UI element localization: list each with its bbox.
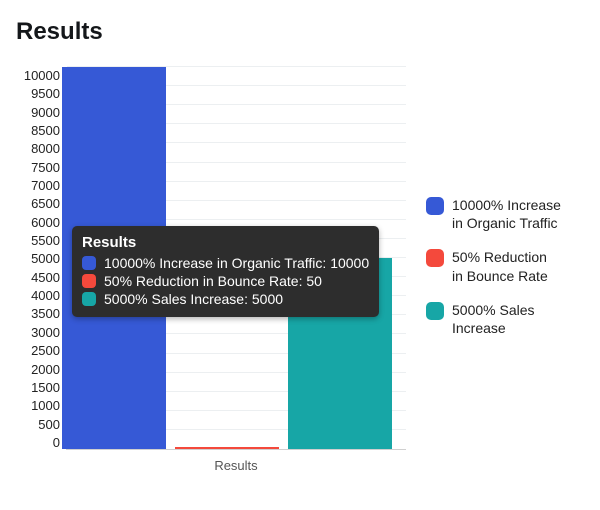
legend-label: 50% Reduction in Bounce Rate	[452, 248, 561, 284]
y-tick-label: 2500	[31, 343, 60, 358]
tooltip-swatch	[82, 274, 96, 288]
legend-swatch	[426, 302, 444, 320]
y-tick-label: 6000	[31, 215, 60, 230]
y-tick-label: 7000	[31, 178, 60, 193]
y-tick-label: 3000	[31, 325, 60, 340]
y-tick-label: 3500	[31, 306, 60, 321]
y-tick-label: 1000	[31, 398, 60, 413]
legend-item-2[interactable]: 5000% Sales Increase	[426, 301, 561, 337]
tooltip-row-0: 10000% Increase in Organic Traffic: 1000…	[82, 255, 369, 271]
y-tick-label: 2000	[31, 362, 60, 377]
tooltip-text: 50% Reduction in Bounce Rate: 50	[104, 273, 322, 289]
y-tick-label: 5500	[31, 233, 60, 248]
y-tick-label: 4500	[31, 270, 60, 285]
tooltip-row-2: 5000% Sales Increase: 5000	[82, 291, 369, 307]
y-tick-label: 5000	[31, 251, 60, 266]
x-axis-label: Results	[66, 458, 406, 473]
tooltip-row-1: 50% Reduction in Bounce Rate: 50	[82, 273, 369, 289]
y-axis: 1000095009000850080007500700065006000550…	[16, 68, 66, 450]
y-tick-label: 10000	[24, 68, 60, 83]
y-tick-label: 8500	[31, 123, 60, 138]
y-tick-label: 500	[38, 417, 60, 432]
tooltip-swatch	[82, 256, 96, 270]
bar-1[interactable]	[175, 447, 279, 449]
legend-swatch	[426, 197, 444, 215]
y-tick-label: 9000	[31, 105, 60, 120]
y-tick-label: 0	[53, 435, 60, 450]
tooltip-swatch	[82, 292, 96, 306]
legend-label: 10000% Increase in Organic Traffic	[452, 196, 561, 232]
legend-label: 5000% Sales Increase	[452, 301, 561, 337]
y-tick-label: 1500	[31, 380, 60, 395]
legend-item-1[interactable]: 50% Reduction in Bounce Rate	[426, 248, 561, 284]
y-tick-label: 7500	[31, 160, 60, 175]
y-tick-label: 9500	[31, 86, 60, 101]
y-tick-label: 8000	[31, 141, 60, 156]
chart-legend: 10000% Increase in Organic Traffic 50% Re…	[426, 68, 561, 337]
y-tick-label: 4000	[31, 288, 60, 303]
tooltip-text: 5000% Sales Increase: 5000	[104, 291, 283, 307]
tooltip-text: 10000% Increase in Organic Traffic: 1000…	[104, 255, 369, 271]
tooltip-title: Results	[82, 234, 369, 251]
chart-tooltip: Results 10000% Increase in Organic Traff…	[72, 226, 379, 317]
results-bar-chart: 1000095009000850080007500700065006000550…	[16, 68, 584, 450]
legend-swatch	[426, 249, 444, 267]
y-tick-label: 6500	[31, 196, 60, 211]
page-title: Results	[16, 18, 584, 46]
legend-item-0[interactable]: 10000% Increase in Organic Traffic	[426, 196, 561, 232]
